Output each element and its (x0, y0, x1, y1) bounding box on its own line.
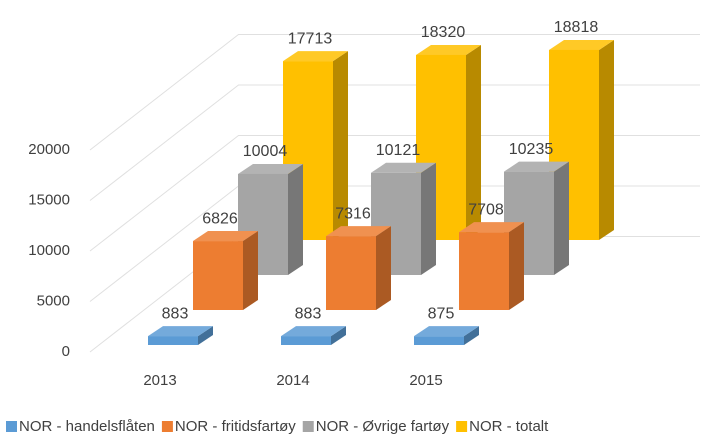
legend-label: NOR - fritidsfartøy (175, 418, 296, 435)
legend-label: NOR - handelsflåten (19, 418, 155, 435)
bar-3d (326, 226, 391, 310)
x-tick-label: 2014 (276, 372, 309, 389)
bar-side (333, 51, 348, 241)
bar-3d (238, 163, 303, 275)
bar-top (459, 222, 524, 233)
y-tick-label: 5000 (37, 292, 70, 309)
data-label: 7316 (335, 205, 371, 222)
bar-side (509, 222, 524, 310)
y-tick-label: 0 (62, 343, 70, 360)
bar-top (371, 162, 436, 173)
bar-side (599, 39, 614, 240)
bar-side (376, 226, 391, 310)
bar-top (414, 326, 479, 337)
bar (281, 336, 331, 345)
bar-top (549, 39, 614, 50)
data-label: 6826 (202, 210, 238, 227)
data-label: 883 (295, 305, 322, 322)
y-tick-label: 10000 (28, 242, 70, 259)
data-label: 7708 (468, 201, 504, 218)
legend-label: NOR - totalt (469, 418, 549, 435)
bar-side (464, 326, 479, 345)
legend-swatch (302, 421, 314, 432)
y-tick-label: 15000 (28, 191, 70, 208)
data-label: 10121 (376, 142, 421, 159)
data-label: 10004 (243, 143, 288, 160)
data-label: 18818 (554, 19, 599, 36)
data-label: 883 (162, 305, 189, 322)
bar-side (554, 161, 569, 275)
x-tick-label: 2015 (409, 372, 442, 389)
bar-side (466, 44, 481, 240)
bar (459, 232, 509, 310)
data-label: 10235 (509, 141, 554, 158)
bar-side (331, 326, 346, 345)
bar-3d (414, 326, 479, 345)
bar-side (288, 163, 303, 275)
bar-3d (193, 231, 258, 310)
bar-top (504, 161, 569, 172)
bar-top (281, 326, 346, 337)
y-tick-label: 20000 (28, 141, 70, 158)
bar (414, 336, 464, 345)
bar-side (198, 326, 213, 345)
bar (193, 241, 243, 310)
bar-top (148, 326, 213, 337)
bar-top (326, 226, 391, 237)
grid-line (89, 84, 700, 201)
bar-top (416, 44, 481, 55)
grid-line (89, 34, 700, 151)
legend-swatch (161, 421, 173, 432)
bar-top (193, 231, 258, 242)
bar-side (421, 162, 436, 275)
legend-label: NOR - Øvrige fartøy (316, 418, 450, 435)
data-label: 18320 (421, 24, 466, 41)
bar-top (238, 163, 303, 174)
grid-line (89, 135, 700, 252)
bar-3d (148, 326, 213, 345)
bar-3d (459, 222, 524, 310)
x-tick-label: 2013 (143, 372, 176, 389)
data-label: 875 (428, 305, 455, 322)
data-label: 17713 (288, 30, 333, 47)
bar-top (283, 51, 348, 62)
bar-side (243, 231, 258, 310)
legend-swatch (6, 421, 17, 432)
bar (326, 236, 376, 310)
legend-swatch (456, 421, 468, 432)
bar-3d (281, 326, 346, 345)
bar (148, 336, 198, 345)
